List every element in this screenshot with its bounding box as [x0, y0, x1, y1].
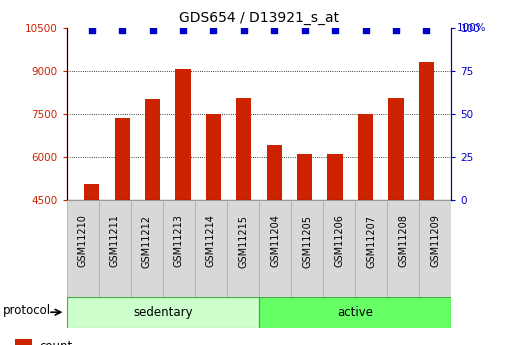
Point: [422, 28, 430, 33]
Point: [88, 28, 96, 33]
Bar: [227, 200, 259, 297]
Bar: [419, 62, 434, 200]
Bar: [358, 114, 373, 200]
Bar: [114, 118, 130, 200]
Text: GSM11214: GSM11214: [206, 215, 216, 267]
Point: [362, 28, 370, 33]
Text: 100%: 100%: [457, 23, 486, 32]
Bar: [387, 200, 420, 297]
Bar: [206, 114, 221, 200]
Text: GSM11204: GSM11204: [270, 215, 280, 267]
Text: GSM11215: GSM11215: [238, 215, 248, 268]
Text: GSM11206: GSM11206: [334, 215, 344, 267]
Bar: [420, 200, 451, 297]
Text: protocol: protocol: [3, 304, 51, 317]
Bar: [236, 98, 251, 200]
Text: GSM11213: GSM11213: [174, 215, 184, 267]
Text: sedentary: sedentary: [133, 306, 193, 319]
Bar: [131, 200, 163, 297]
Title: GDS654 / D13921_s_at: GDS654 / D13921_s_at: [179, 11, 339, 25]
Bar: [84, 184, 100, 200]
Bar: [98, 200, 131, 297]
Point: [209, 28, 218, 33]
Bar: [67, 200, 98, 297]
Text: GSM11212: GSM11212: [142, 215, 152, 268]
Point: [331, 28, 339, 33]
Point: [240, 28, 248, 33]
Bar: [145, 99, 160, 200]
Text: active: active: [337, 306, 373, 319]
Point: [179, 28, 187, 33]
Bar: [259, 297, 451, 328]
Text: GSM11210: GSM11210: [78, 215, 88, 267]
Point: [118, 28, 126, 33]
Bar: [388, 98, 404, 200]
Point: [392, 28, 400, 33]
Text: GSM11209: GSM11209: [430, 215, 440, 267]
Bar: [163, 200, 195, 297]
Bar: [259, 200, 291, 297]
Bar: [355, 200, 387, 297]
Text: GSM11207: GSM11207: [366, 215, 376, 268]
Bar: [323, 200, 355, 297]
Bar: [267, 146, 282, 200]
Bar: [327, 154, 343, 200]
Text: count: count: [40, 340, 73, 345]
Bar: [297, 154, 312, 200]
Text: GSM11208: GSM11208: [399, 215, 408, 267]
Text: GSM11205: GSM11205: [302, 215, 312, 268]
Point: [301, 28, 309, 33]
Bar: [291, 200, 323, 297]
Bar: [67, 297, 259, 328]
Point: [270, 28, 279, 33]
Point: [148, 28, 156, 33]
Bar: [175, 69, 191, 200]
Text: GSM11211: GSM11211: [110, 215, 120, 267]
Bar: [15, 339, 32, 345]
Bar: [195, 200, 227, 297]
